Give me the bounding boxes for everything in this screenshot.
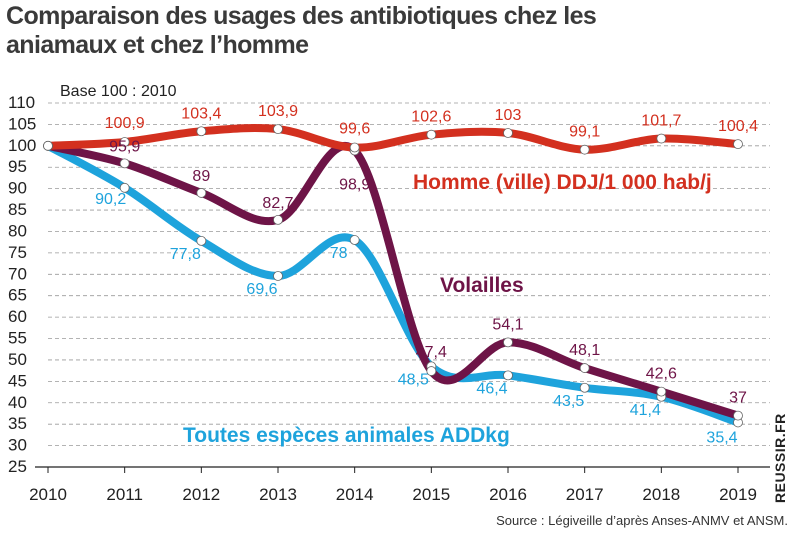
data-label-volailles: 82,7: [262, 195, 293, 212]
data-label-human: 102,6: [411, 109, 451, 126]
series-name-volailles: Volailles: [440, 274, 524, 297]
y-tick-label: 105: [8, 114, 36, 133]
source-note: Source : Légiveille d’après Anses-ANMV e…: [496, 513, 788, 528]
data-label-volailles: 37: [729, 390, 747, 407]
data-label-all-species: 77,8: [170, 246, 201, 263]
y-tick-label: 50: [8, 350, 27, 369]
data-label-human: 99,1: [569, 124, 600, 141]
x-tick-label: 2014: [336, 485, 374, 504]
series-points: [43, 124, 743, 428]
data-point-volailles: [733, 410, 743, 421]
y-tick-label: 70: [8, 264, 27, 283]
data-point-human: [503, 128, 513, 138]
data-point-volailles: [503, 337, 513, 348]
x-tick-label: 2018: [642, 485, 680, 504]
x-tick-label: 2013: [259, 485, 297, 504]
series-line-all-species: [44, 141, 742, 427]
data-labels: 100,9 103,4 103,9 99,6 102,6 103 99,1 101,7 100,…: [95, 103, 758, 446]
data-point-human: [196, 126, 207, 137]
data-label-all-species: 46,4: [476, 380, 507, 397]
data-point-human: [579, 144, 590, 155]
y-tick-label: 35: [8, 414, 27, 433]
data-label-volailles: 95,9: [109, 138, 140, 155]
data-point-volailles: [196, 188, 207, 198]
x-tick-label: 2011: [106, 485, 143, 504]
data-point-human: [43, 140, 53, 151]
data-point-all-species: [503, 370, 513, 381]
y-tick-label: 60: [8, 307, 27, 326]
y-tick-label: 40: [8, 393, 27, 412]
y-tick-label: 85: [8, 200, 27, 219]
data-point-human: [733, 139, 743, 150]
data-point-all-species: [579, 382, 590, 393]
x-tick-label: 2015: [412, 485, 450, 504]
data-label-volailles: 98,9: [339, 177, 370, 194]
data-point-volailles: [119, 158, 130, 169]
data-point-all-species: [119, 182, 130, 193]
y-tick-label: 95: [8, 157, 27, 176]
data-label-all-species: 43,5: [553, 393, 584, 410]
x-tick-label: 2012: [182, 485, 220, 504]
data-label-all-species: 48,5: [398, 371, 429, 388]
y-tick-label: 65: [8, 286, 27, 305]
series-line-human: [44, 123, 742, 154]
chart-title: Comparaison des usages des antibiotiques…: [6, 2, 597, 59]
data-label-volailles: 47,4: [416, 344, 447, 361]
data-label-human: 103: [495, 107, 522, 124]
data-point-human: [656, 133, 667, 144]
data-label-volailles: 54,1: [492, 316, 523, 333]
series-names: Homme (ville) DDJ/1 000 hab/j Volailles To…: [183, 171, 712, 447]
y-tick-label: 80: [8, 221, 27, 240]
y-tick-label: 55: [8, 329, 27, 348]
y-tick-label: 100: [8, 136, 36, 155]
series-line-volailles: [44, 141, 742, 420]
y-tick-label: 30: [8, 436, 27, 455]
data-label-volailles: 48,1: [569, 342, 600, 359]
series-name-all-species: Toutes espèces animales ADDkg: [183, 424, 510, 447]
data-point-human: [426, 129, 437, 140]
data-label-all-species: 78: [330, 245, 348, 262]
data-label-all-species: 90,2: [95, 191, 126, 208]
data-point-all-species: [349, 235, 360, 245]
x-tick-label: 2010: [29, 485, 67, 504]
watermark: REUSSIR.FR: [768, 385, 798, 505]
data-label-all-species: 69,6: [246, 281, 277, 298]
data-point-human: [273, 124, 283, 135]
data-label-human: 99,6: [339, 121, 370, 138]
x-axis-ticks: 2010 2011 2012 2013 2014 2015 2016 2017 2018 2019: [29, 467, 757, 504]
data-point-volailles: [273, 215, 283, 225]
data-label-volailles: 89: [192, 168, 210, 185]
y-tick-label: 90: [8, 179, 27, 198]
y-tick-label: 75: [8, 243, 27, 262]
data-point-volailles: [579, 363, 590, 373]
x-tick-label: 2019: [719, 485, 757, 504]
series-name-human: Homme (ville) DDJ/1 000 hab/j: [413, 171, 712, 194]
data-point-volailles: [656, 386, 667, 397]
y-axis-ticks: 25 30 35 40 45 50 55 60 65 70 75 80 85 90 95 100 105 110: [8, 93, 36, 476]
x-tick-label: 2017: [566, 485, 604, 504]
data-label-human: 101,7: [641, 113, 681, 130]
y-tick-label: 25: [8, 457, 27, 476]
data-point-all-species: [273, 271, 283, 281]
data-label-all-species: 41,4: [630, 402, 661, 419]
y-tick-label: 110: [8, 93, 35, 112]
data-point-all-species: [196, 235, 207, 246]
data-label-volailles: 42,6: [646, 366, 677, 383]
data-label-human: 103,4: [181, 105, 221, 122]
y-tick-label: 45: [8, 371, 27, 390]
data-point-human: [349, 142, 360, 153]
data-label-human: 100,4: [718, 118, 758, 135]
data-point-volailles: [426, 366, 437, 376]
data-label-human: 103,9: [258, 103, 298, 120]
series-lines: [44, 123, 742, 427]
watermark-text: REUSSIR.FR: [772, 413, 788, 503]
y-axis-label: Base 100 : 2010: [60, 83, 177, 100]
data-point-human: [119, 137, 130, 147]
data-label-human: 100,9: [105, 115, 145, 132]
data-label-all-species: 35,4: [706, 429, 737, 446]
x-tick-label: 2016: [489, 485, 527, 504]
